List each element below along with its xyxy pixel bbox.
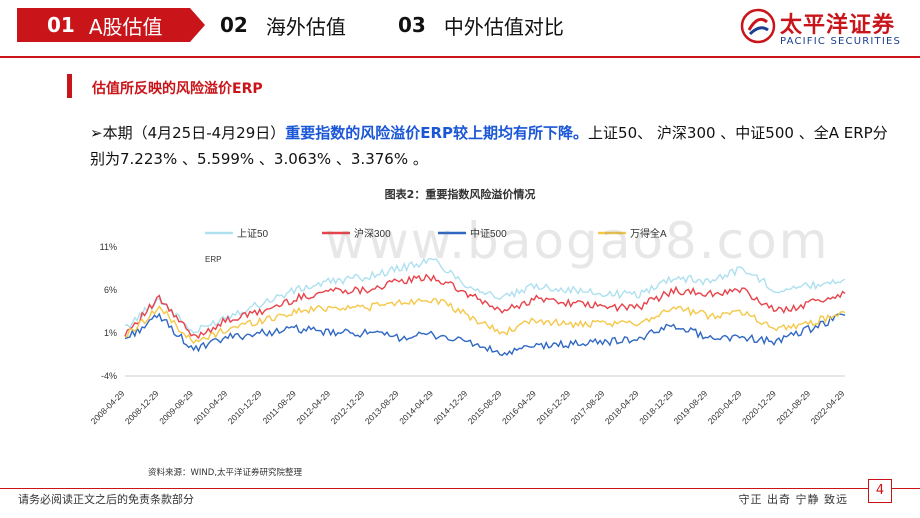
summary-rest: 上证50、 沪深300 、中证500 、全A ERP分别为7.223% 、5.5… bbox=[90, 124, 888, 168]
x-tick-label: 2010-04-29 bbox=[191, 388, 229, 426]
y-tick-label: 11% bbox=[100, 242, 117, 252]
x-tick-label: 2018-12-29 bbox=[637, 388, 675, 426]
logo-text-en: PACIFIC SECURITIES bbox=[780, 36, 902, 47]
x-tick-label: 2019-08-29 bbox=[671, 388, 709, 426]
page-number: 4 bbox=[868, 479, 892, 503]
x-tick-label: 2010-12-29 bbox=[226, 388, 264, 426]
tab-label: A股估值 bbox=[88, 14, 163, 39]
disclaimer: 请务必阅读正文之后的免责条款部分 bbox=[18, 493, 194, 506]
source-note: 资料来源：WIND,太平洋证券研究院整理 bbox=[148, 468, 303, 478]
x-tick-label: 2008-04-29 bbox=[89, 388, 127, 426]
x-tick-label: 2012-12-29 bbox=[329, 388, 367, 426]
x-tick-label: 2014-04-29 bbox=[397, 388, 435, 426]
tab-overseas-valuation[interactable]: 02 海外估值 bbox=[220, 8, 346, 42]
logo-text-cn: 太平洋证券 bbox=[780, 13, 896, 38]
section-title: 估值所反映的风险溢价ERP bbox=[92, 81, 263, 97]
tab-label: 中外估值对比 bbox=[443, 14, 564, 39]
company-logo: 太平洋证券 PACIFIC SECURITIES bbox=[740, 6, 916, 50]
chart-title: 图表2：重要指数风险溢价情况 bbox=[384, 188, 536, 201]
x-tick-label: 2016-12-29 bbox=[534, 388, 572, 426]
summary-text: ➢本期（4月25日-4月29日）重要指数的风险溢价ERP较上期均有所下降。上证5… bbox=[90, 120, 890, 172]
footer-divider bbox=[0, 488, 920, 489]
series-line-3 bbox=[124, 312, 846, 357]
legend-label: 上证50 bbox=[237, 228, 269, 240]
series-line-4 bbox=[124, 297, 846, 345]
x-tick-label: 2018-04-29 bbox=[603, 388, 641, 426]
y-tick-label: -4% bbox=[101, 371, 117, 381]
x-tick-label: 2008-12-29 bbox=[123, 388, 161, 426]
tab-a-share-valuation[interactable]: 01 A股估值 bbox=[17, 8, 205, 42]
tab-number: 02 bbox=[220, 13, 248, 37]
x-tick-label: 2013-08-29 bbox=[363, 388, 401, 426]
x-tick-label: 2015-08-29 bbox=[466, 388, 504, 426]
erp-line-chart: 11% 6% 1% -4% ERP 2008-04-292008-12-292009-08… bbox=[89, 227, 847, 426]
legend-label: 万得全A bbox=[630, 227, 667, 240]
x-tick-label: 2022-04-29 bbox=[809, 388, 847, 426]
x-tick-label: 2020-04-29 bbox=[706, 388, 744, 426]
x-tick-label: 2021-08-29 bbox=[774, 388, 812, 426]
summary-prefix: ➢本期（4月25日-4月29日） bbox=[90, 124, 286, 142]
x-tick-label: 2011-08-29 bbox=[260, 388, 298, 426]
x-tick-label: 2012-04-29 bbox=[294, 388, 332, 426]
header: 01 A股估值 02 海外估值 03 中外估值对比 太平洋证券 PACIFIC … bbox=[0, 0, 920, 56]
x-tick-label: 2009-08-29 bbox=[157, 388, 195, 426]
logo-mark-icon bbox=[740, 8, 776, 44]
legend-label: 沪深300 bbox=[354, 227, 391, 240]
x-tick-label: 2017-08-29 bbox=[569, 388, 607, 426]
section-bar bbox=[67, 74, 72, 98]
tab-label: 海外估值 bbox=[265, 14, 346, 39]
x-tick-label: 2016-04-29 bbox=[500, 388, 538, 426]
x-tick-label: 2014-12-29 bbox=[431, 388, 469, 426]
y-tick-label: 1% bbox=[104, 328, 117, 338]
x-tick-label: 2020-12-29 bbox=[740, 388, 778, 426]
legend-label: 中证500 bbox=[470, 227, 507, 240]
y-tick-label: 6% bbox=[104, 285, 117, 295]
inner-axis-label: ERP bbox=[205, 255, 221, 264]
series-line-2 bbox=[124, 273, 846, 340]
motto: 守正 出奇 宁静 致远 bbox=[738, 493, 848, 506]
tab-number: 01 bbox=[47, 13, 75, 37]
tab-valuation-comparison[interactable]: 03 中外估值对比 bbox=[398, 8, 564, 42]
watermark: www.baogao8.com bbox=[325, 212, 830, 270]
header-divider bbox=[0, 56, 920, 58]
summary-highlight: 重要指数的风险溢价ERP较上期均有所下降。 bbox=[285, 124, 589, 142]
tab-number: 03 bbox=[398, 13, 426, 37]
